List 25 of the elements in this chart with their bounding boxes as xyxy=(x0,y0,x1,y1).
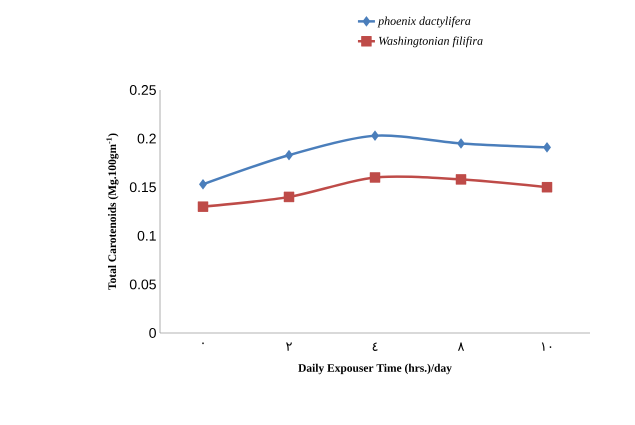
y-tick-label: 0.2 xyxy=(138,134,156,144)
point xyxy=(370,172,380,183)
y-tick-label: 0.15 xyxy=(130,182,156,192)
y-tick-label: 0.1 xyxy=(138,230,156,241)
point xyxy=(542,182,552,192)
point xyxy=(456,174,466,185)
y-tick-label: 0.05 xyxy=(130,279,156,290)
x-tick-label: ٠ xyxy=(202,342,204,344)
y-tick-label: 0 xyxy=(149,328,156,338)
legend-label: Washingtonian filifira xyxy=(378,36,483,48)
y-tick-label: 0.25 xyxy=(130,85,156,95)
y-axis-title: Total Carotenoids (Mg.100gm$^{-1}$) xyxy=(106,133,118,290)
point xyxy=(457,138,466,149)
legend-label: phoenix dactylifera xyxy=(377,16,470,28)
point xyxy=(198,201,208,212)
x-tick-label: ١٠ xyxy=(542,342,552,351)
point xyxy=(199,179,208,190)
x-tick-label: ٤ xyxy=(372,342,378,351)
x-tick-label: ٨ xyxy=(458,342,464,351)
point xyxy=(371,130,380,141)
point xyxy=(543,142,552,153)
point xyxy=(285,150,294,160)
x-axis-title: Daily Expouser Time (hrs.)/day xyxy=(298,364,452,374)
point xyxy=(284,192,294,202)
x-tick-label: ٢ xyxy=(286,342,292,351)
